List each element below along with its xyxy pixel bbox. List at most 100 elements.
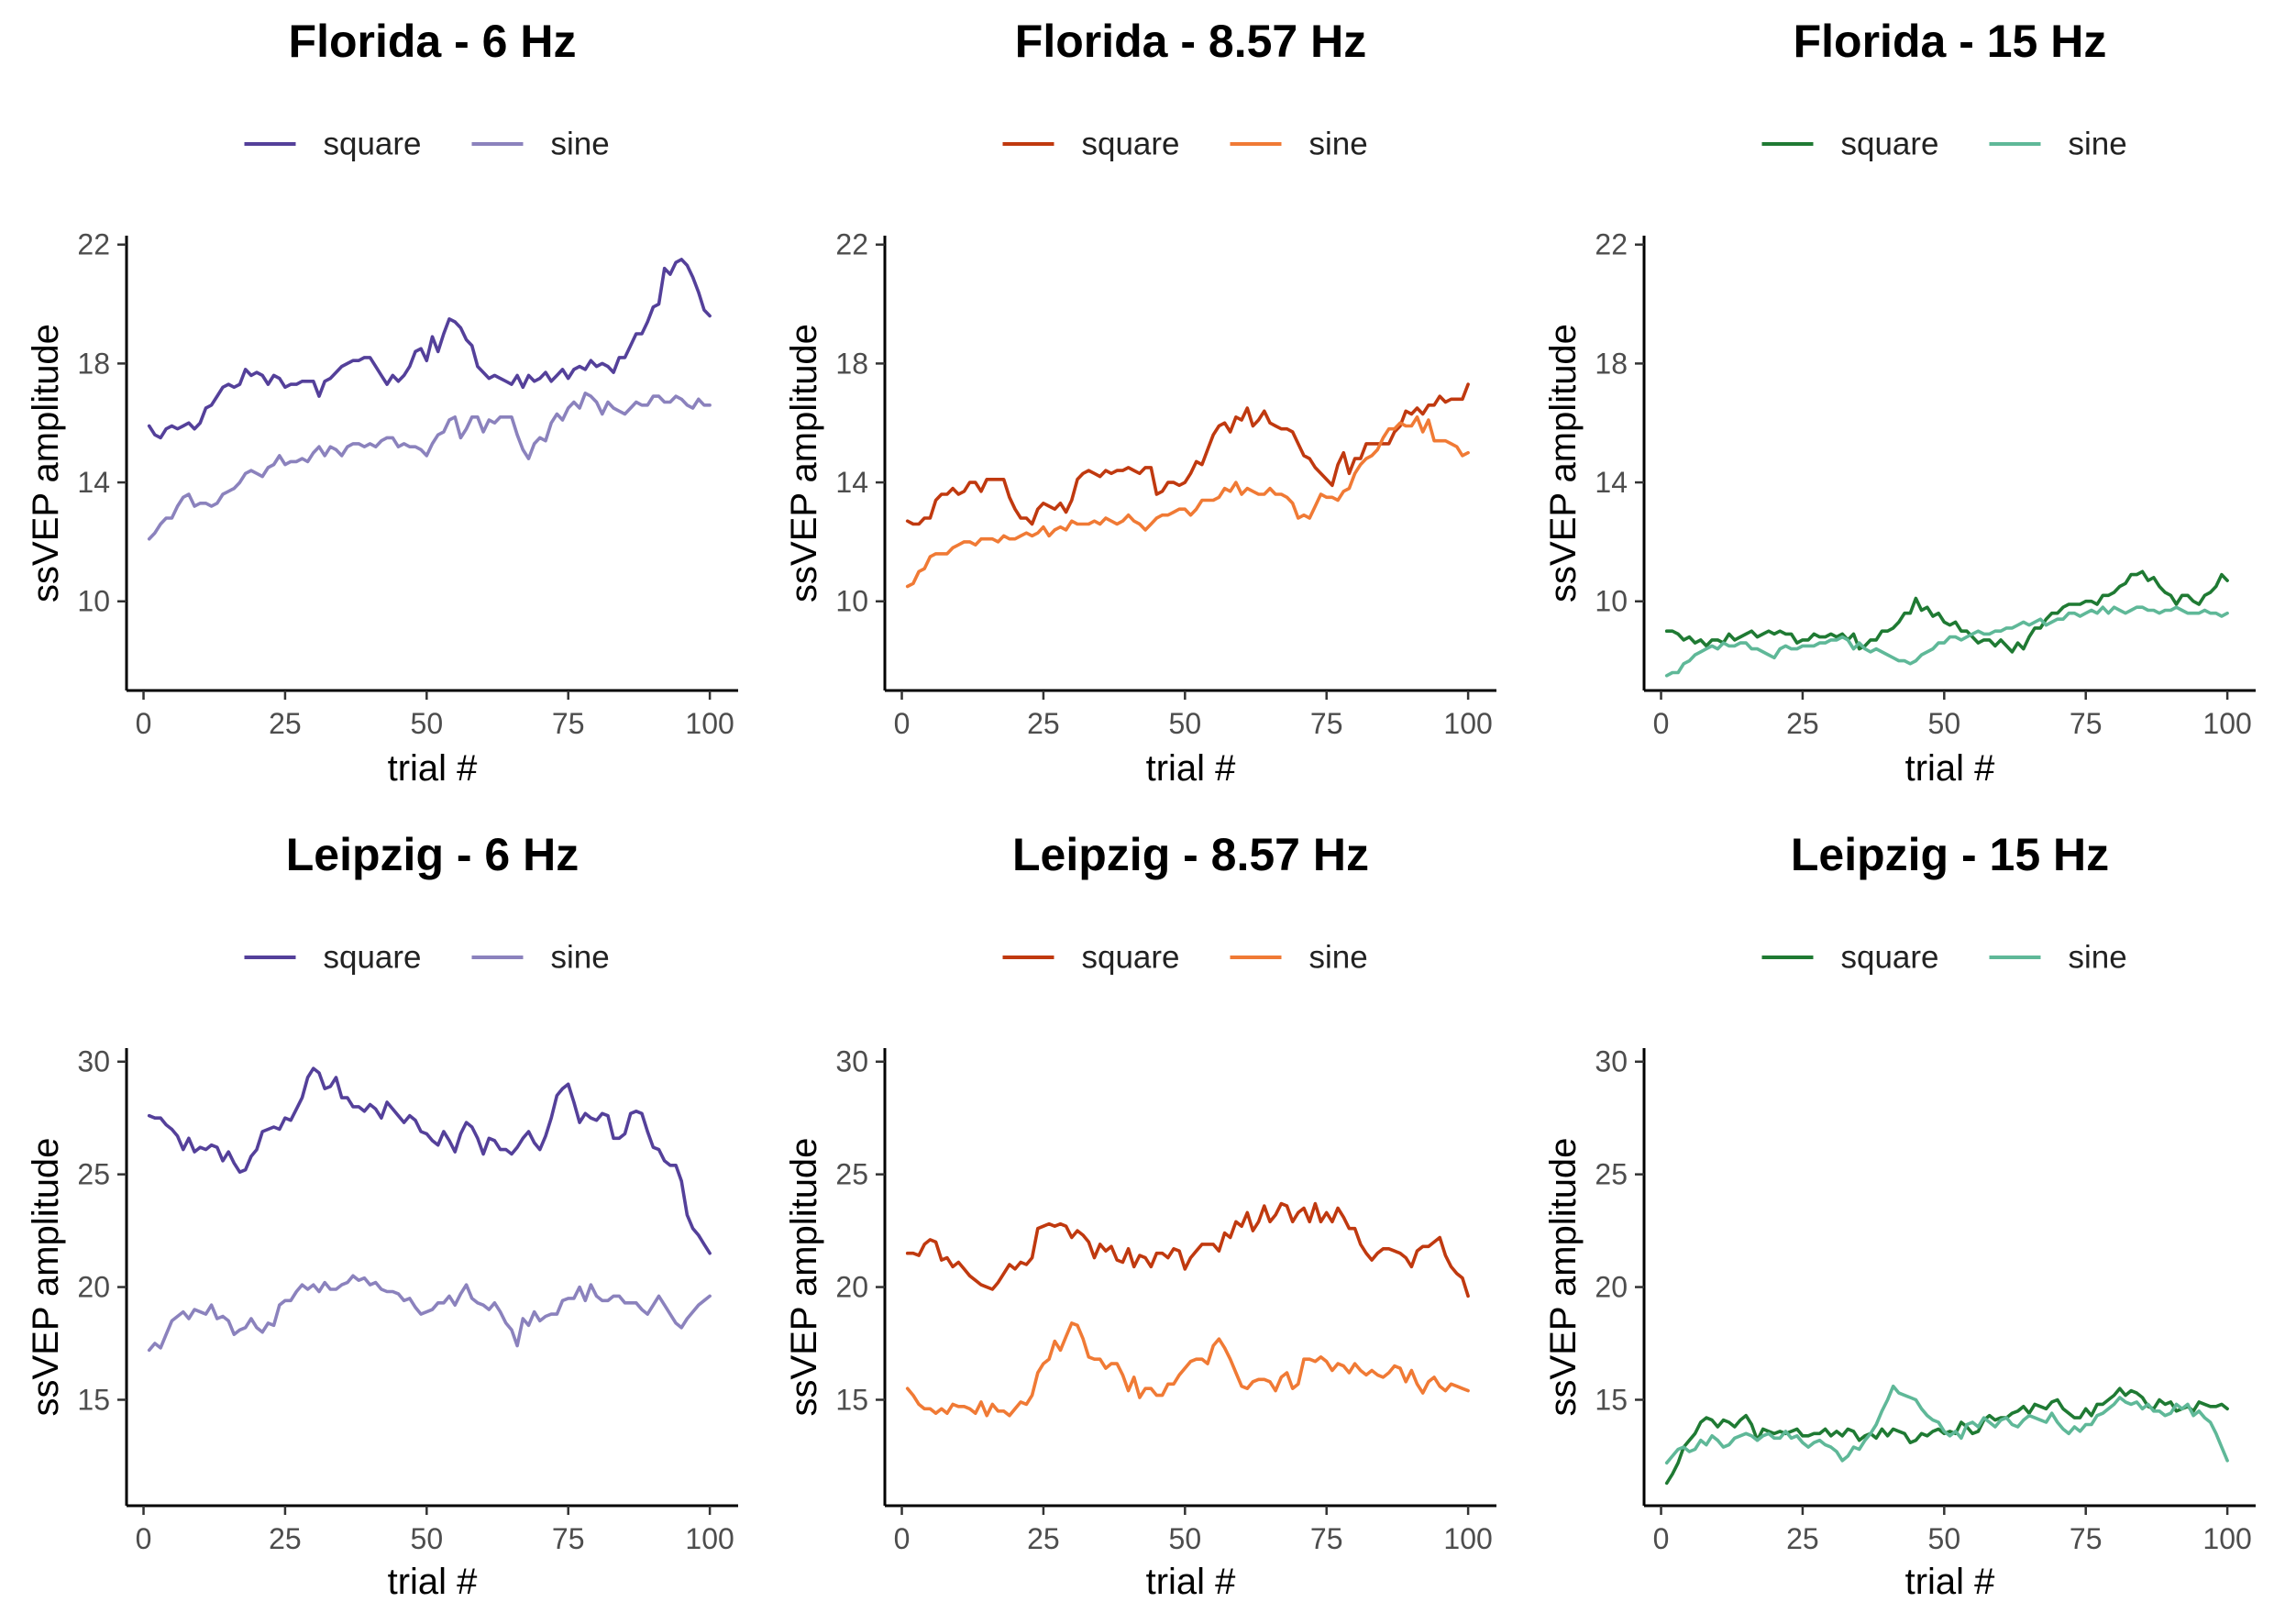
legend: square sine [1002, 127, 1368, 162]
y-tick-label: 22 [1595, 228, 1628, 261]
x-tick-label: 100 [2202, 1522, 2251, 1555]
legend-label: sine [2069, 940, 2127, 976]
x-tick-label: 50 [411, 1522, 444, 1555]
legend-label: square [1841, 127, 1939, 162]
series-line-sine [1664, 605, 2229, 678]
y-tick-label: 14 [77, 466, 110, 499]
x-tick-label: 100 [1443, 707, 1492, 740]
x-axis-label: trial # [1905, 748, 1996, 789]
chart-panel: Florida - 8.57 Hz square sine 10 14 18 22 0 25 50… [784, 16, 1496, 789]
series-line-square [905, 1201, 1470, 1298]
y-tick-label: 10 [1595, 585, 1628, 618]
y-tick-label: 20 [835, 1271, 868, 1304]
y-axis-label: ssVEP amplitude [26, 1138, 66, 1417]
x-tick-label: 0 [136, 1522, 152, 1555]
x-tick-label: 75 [1310, 707, 1343, 740]
y-tick-label: 30 [835, 1045, 868, 1078]
x-tick-label: 25 [1027, 1522, 1060, 1555]
x-axis-label: trial # [1146, 748, 1237, 789]
x-tick-label: 100 [2202, 707, 2251, 740]
legend: square sine [244, 127, 610, 162]
x-tick-label: 50 [1928, 707, 1961, 740]
series-line-square [905, 382, 1470, 526]
series-line-sine [147, 391, 712, 541]
x-tick-label: 25 [1786, 1522, 1819, 1555]
legend-label: square [324, 940, 422, 976]
y-tick-label: 22 [835, 228, 868, 261]
legend-label: square [324, 127, 422, 162]
x-tick-label: 75 [552, 707, 585, 740]
legend: square sine [1761, 940, 2127, 976]
x-tick-label: 100 [1443, 1522, 1492, 1555]
legend-label: sine [1309, 127, 1368, 162]
series-line-sine [905, 1321, 1470, 1418]
x-tick-label: 50 [1169, 1522, 1202, 1555]
series-line-sine [147, 1274, 712, 1353]
x-tick-label: 100 [685, 707, 734, 740]
legend-label: square [1082, 127, 1180, 162]
legend-label: sine [551, 127, 610, 162]
x-tick-label: 0 [894, 707, 911, 740]
x-axis-label: trial # [1905, 1562, 1996, 1602]
y-tick-label: 14 [1595, 466, 1628, 499]
x-tick-label: 25 [1786, 707, 1819, 740]
x-axis-label: trial # [388, 748, 479, 789]
x-axis-label: trial # [1146, 1562, 1237, 1602]
series-line-sine [905, 414, 1470, 589]
y-axis-label: ssVEP amplitude [1543, 1138, 1584, 1417]
x-tick-label: 0 [894, 1522, 911, 1555]
x-tick-label: 100 [685, 1522, 734, 1555]
y-tick-label: 25 [1595, 1158, 1628, 1191]
y-axis-label: ssVEP amplitude [784, 324, 824, 602]
y-tick-label: 18 [77, 347, 110, 380]
x-tick-label: 0 [1653, 1522, 1670, 1555]
chart-panel: Florida - 15 Hz square sine 10 14 18 22 0 25 50 75… [1543, 16, 2256, 789]
x-tick-label: 0 [136, 707, 152, 740]
y-tick-label: 18 [835, 347, 868, 380]
chart-panel: Leipzig - 15 Hz square sine 15 20 25 30 0 25 50 75… [1543, 829, 2256, 1602]
series-line-square [147, 1066, 712, 1255]
legend-label: square [1841, 940, 1939, 976]
chart-panel: Leipzig - 8.57 Hz square sine 15 20 25 30 0 25 50… [784, 829, 1496, 1602]
y-tick-label: 15 [77, 1383, 110, 1416]
series-line-sine [1664, 1384, 2229, 1465]
y-tick-label: 15 [1595, 1383, 1628, 1416]
x-axis-label: trial # [388, 1562, 479, 1602]
legend-label: sine [2069, 127, 2127, 162]
y-tick-label: 14 [835, 466, 868, 499]
y-tick-label: 20 [1595, 1271, 1628, 1304]
x-tick-label: 75 [552, 1522, 585, 1555]
x-tick-label: 50 [1928, 1522, 1961, 1555]
legend: square sine [1761, 127, 2127, 162]
x-tick-label: 75 [2070, 707, 2103, 740]
y-tick-label: 30 [1595, 1045, 1628, 1078]
chart-title: Leipzig - 6 Hz [286, 829, 579, 880]
legend: square sine [244, 940, 610, 976]
x-tick-label: 25 [269, 707, 302, 740]
y-axis-label: ssVEP amplitude [1543, 324, 1584, 602]
y-axis-label: ssVEP amplitude [26, 324, 66, 602]
y-tick-label: 25 [77, 1158, 110, 1191]
y-tick-label: 20 [77, 1271, 110, 1304]
chart-title: Florida - 15 Hz [1794, 16, 2107, 67]
legend-label: sine [551, 940, 610, 976]
y-tick-label: 10 [835, 585, 868, 618]
chart-title: Leipzig - 8.57 Hz [1012, 829, 1369, 880]
x-tick-label: 50 [411, 707, 444, 740]
y-tick-label: 18 [1595, 347, 1628, 380]
y-tick-label: 22 [77, 228, 110, 261]
x-tick-label: 25 [269, 1522, 302, 1555]
chart-title: Leipzig - 15 Hz [1791, 829, 2109, 880]
legend: square sine [1002, 940, 1368, 976]
y-axis-label: ssVEP amplitude [784, 1138, 824, 1417]
y-tick-label: 25 [835, 1158, 868, 1191]
x-tick-label: 0 [1653, 707, 1670, 740]
y-tick-label: 30 [77, 1045, 110, 1078]
y-tick-label: 15 [835, 1383, 868, 1416]
x-tick-label: 75 [2070, 1522, 2103, 1555]
legend-label: sine [1309, 940, 1368, 976]
y-tick-label: 10 [77, 585, 110, 618]
x-tick-label: 25 [1027, 707, 1060, 740]
chart-panel: Leipzig - 6 Hz square sine 15 20 25 30 0 25 50 75 1… [26, 829, 738, 1602]
